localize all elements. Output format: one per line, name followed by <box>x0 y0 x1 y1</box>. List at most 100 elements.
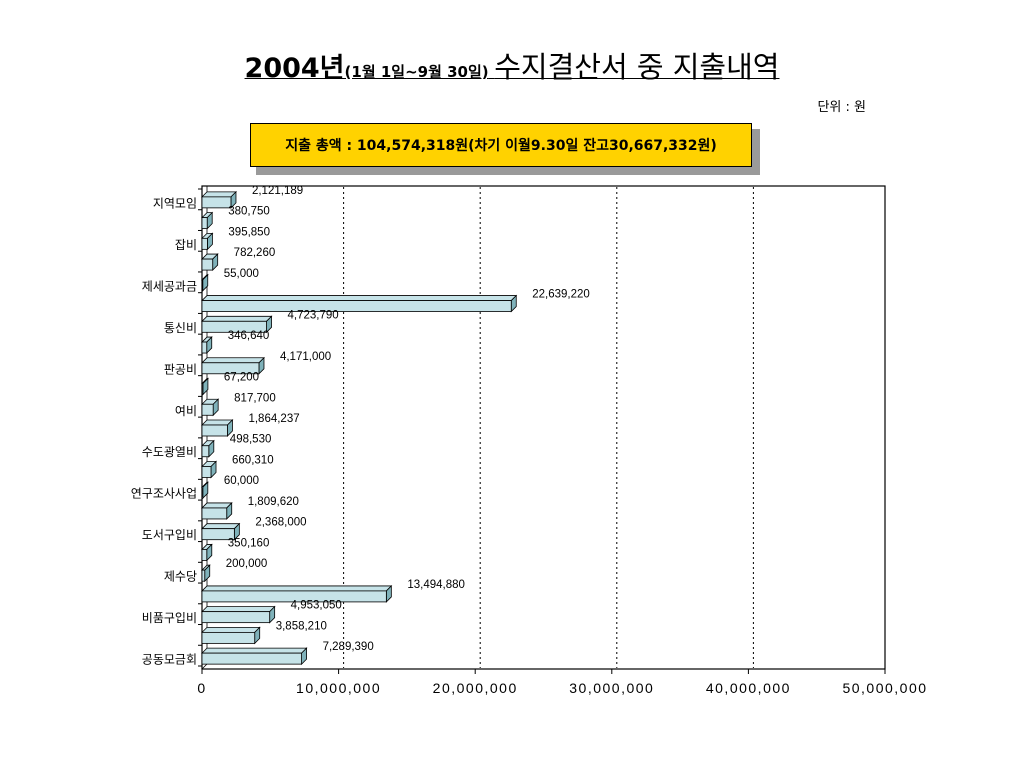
bar-value-label: 782,260 <box>234 247 276 259</box>
bar-value-label: 498,530 <box>230 434 272 446</box>
bar <box>201 196 232 209</box>
bar-group <box>201 253 219 272</box>
bar-value-label: 22,639,220 <box>532 289 590 301</box>
bar-value-label: 817,700 <box>234 392 276 404</box>
category-label: 통신비 <box>164 321 197 335</box>
bar-value-label: 4,953,050 <box>291 600 342 612</box>
bar <box>201 341 208 354</box>
bar <box>201 486 204 499</box>
bar-group <box>201 398 220 417</box>
bar <box>201 466 212 478</box>
bar-value-label: 660,310 <box>232 454 274 466</box>
bar <box>201 237 208 250</box>
x-tick-label: 40,000,000 <box>706 680 791 696</box>
bar <box>201 631 256 644</box>
bar <box>201 507 228 520</box>
bar <box>201 590 387 603</box>
bar-group <box>201 481 209 500</box>
category-label: 제세공과금 <box>142 279 197 293</box>
category-label: 비품구입비 <box>142 611 197 625</box>
category-label: 제수당 <box>164 570 197 584</box>
bar-group <box>201 584 393 603</box>
bar <box>201 611 271 624</box>
page-title: 2004년(1월 1일~9월 30일) 수지결산서 중 지출내역 <box>0 44 1024 86</box>
bar-group <box>201 190 237 209</box>
bar-group <box>201 356 265 375</box>
bar <box>201 403 214 416</box>
category-label: 공동모금회 <box>142 653 197 667</box>
bar-value-label: 3,858,210 <box>276 620 327 632</box>
unit-label: 단위 : 원 <box>817 100 866 115</box>
bar-group <box>201 605 276 624</box>
x-tick-label: 50,000,000 <box>842 680 927 696</box>
bar <box>201 300 512 312</box>
bar-value-label: 395,850 <box>228 226 270 238</box>
bar <box>201 217 208 230</box>
bar-group <box>201 377 209 396</box>
bar <box>201 362 260 375</box>
bar-group <box>201 273 209 292</box>
bar-value-label: 67,200 <box>224 372 259 384</box>
bar-value-label: 4,723,790 <box>288 309 339 321</box>
summary-text: 지출 총액 : 104,574,318원(차기 이월9.30일 잔고30,667… <box>285 138 717 154</box>
x-tick-label: 0 <box>197 680 206 696</box>
bar-top-face <box>201 315 273 322</box>
bar-group <box>201 501 233 520</box>
bar-group <box>201 439 215 458</box>
bar-value-label: 350,160 <box>228 537 270 549</box>
bar-value-label: 1,809,620 <box>248 496 299 508</box>
bar-value-label: 55,000 <box>224 268 259 280</box>
bar-value-label: 60,000 <box>224 475 259 487</box>
bar-group <box>201 647 308 666</box>
bar-value-label: 1,864,237 <box>248 413 299 425</box>
category-label: 연구조사사업 <box>131 487 197 501</box>
bar-group <box>201 522 241 541</box>
x-tick-label: 10,000,000 <box>296 680 381 696</box>
bar <box>201 258 214 271</box>
bar <box>201 445 210 458</box>
bar-value-label: 200,000 <box>226 558 268 570</box>
bar-group <box>201 543 213 562</box>
bar-value-label: 13,494,880 <box>407 579 465 591</box>
category-label: 판공비 <box>164 362 197 376</box>
bar-group <box>201 294 518 313</box>
bar-top-face <box>201 647 308 654</box>
bar-group <box>201 232 214 251</box>
bar-value-label: 380,750 <box>228 206 270 218</box>
category-label: 지역모임 <box>153 196 197 210</box>
bar <box>201 279 204 292</box>
bar-group <box>201 336 213 355</box>
x-tick-label: 20,000,000 <box>433 680 518 696</box>
bar-group <box>201 211 214 230</box>
bar-group <box>201 460 217 479</box>
bar-group <box>201 626 261 645</box>
summary-box: 지출 총액 : 104,574,318원(차기 이월9.30일 잔고30,667… <box>250 123 752 167</box>
category-label: 잡비 <box>175 238 197 252</box>
category-label: 도서구입비 <box>142 528 197 542</box>
title-subject: 수지결산서 중 지출내역 <box>494 50 780 84</box>
bar-top-face <box>201 357 265 364</box>
bar <box>201 383 204 395</box>
bar-value-label: 7,289,390 <box>323 641 374 653</box>
bar-top-face <box>201 626 261 633</box>
bar-top-face <box>201 585 393 592</box>
bar-value-label: 4,171,000 <box>280 351 331 363</box>
bar-top-face <box>201 523 241 530</box>
bar <box>201 569 206 582</box>
category-label: 여비 <box>175 404 197 418</box>
bar-top-face <box>201 191 237 198</box>
bar-top-face <box>201 295 518 301</box>
bar-group <box>201 315 273 334</box>
title-year: 2004년 <box>244 53 345 84</box>
bar-value-label: 2,368,000 <box>255 517 306 529</box>
bar <box>201 528 235 541</box>
bar-value-label: 2,121,189 <box>252 185 303 197</box>
title-period: (1월 1일~9월 30일) <box>344 63 489 81</box>
bar <box>201 424 228 437</box>
bar-group <box>201 419 234 437</box>
bar-group <box>201 564 211 583</box>
bar-top-face <box>201 606 276 613</box>
bar <box>201 320 267 333</box>
bar-value-label: 346,640 <box>228 330 270 342</box>
